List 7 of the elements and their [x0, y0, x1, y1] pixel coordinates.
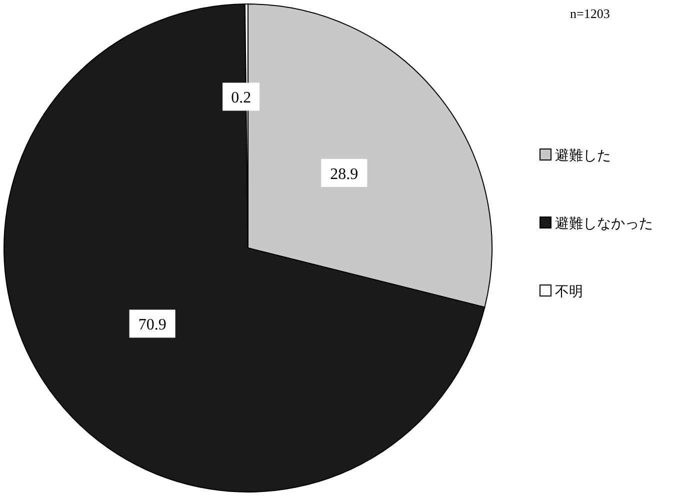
data-label: 0.2	[231, 90, 252, 107]
data-label: 70.9	[138, 316, 166, 334]
data-label: 28.9	[330, 166, 358, 183]
legend-label: 不明	[555, 284, 583, 300]
text: n=1203	[570, 6, 610, 21]
legend-label: 避難した	[555, 148, 611, 164]
legend-label: 避難しなかった	[555, 216, 653, 232]
